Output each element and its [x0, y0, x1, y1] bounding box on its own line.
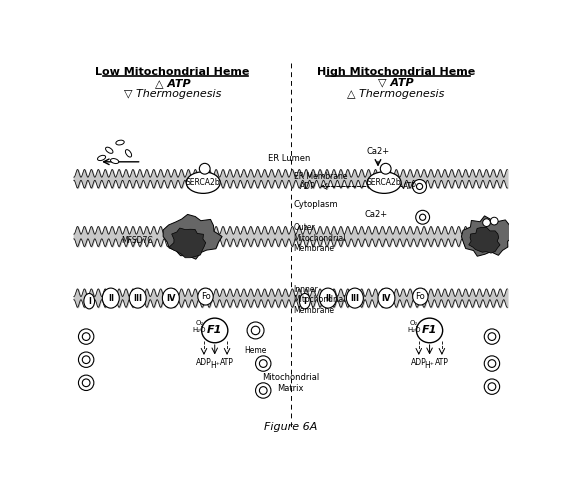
Text: ATP: ATP [220, 358, 234, 367]
Circle shape [256, 383, 271, 398]
Circle shape [413, 180, 426, 194]
Text: Outer
Mitochondrial
Membrane: Outer Mitochondrial Membrane [294, 223, 346, 253]
Ellipse shape [116, 140, 124, 145]
Text: ADP: ADP [299, 182, 315, 191]
Text: △ ATP: △ ATP [155, 78, 190, 88]
Ellipse shape [319, 288, 336, 308]
Text: ATP: ATP [435, 358, 449, 367]
Ellipse shape [111, 158, 119, 163]
Text: Ca2+: Ca2+ [365, 210, 388, 219]
Text: F1: F1 [207, 325, 222, 336]
Circle shape [488, 360, 496, 367]
Circle shape [488, 333, 496, 341]
Circle shape [259, 387, 267, 395]
Ellipse shape [98, 155, 105, 160]
Circle shape [82, 333, 90, 341]
Circle shape [484, 329, 500, 345]
Circle shape [417, 183, 422, 190]
Text: ▽ Thermogenesis: ▽ Thermogenesis [124, 89, 221, 99]
Ellipse shape [198, 288, 213, 305]
Text: I: I [303, 297, 306, 306]
Circle shape [78, 375, 94, 391]
Text: MFSD7C: MFSD7C [121, 236, 153, 245]
Ellipse shape [129, 288, 146, 308]
Text: ER Membrane: ER Membrane [294, 172, 347, 181]
Circle shape [78, 329, 94, 345]
Circle shape [484, 356, 500, 371]
Text: III: III [133, 294, 142, 302]
Text: Figure 6A: Figure 6A [264, 422, 318, 432]
Text: High Mitochondrial Heme: High Mitochondrial Heme [316, 67, 475, 77]
Circle shape [256, 356, 271, 371]
Text: Low Mitochondrial Heme: Low Mitochondrial Heme [95, 67, 249, 77]
Circle shape [251, 326, 260, 335]
Ellipse shape [202, 318, 228, 343]
Text: O₂
H₂O: O₂ H₂O [408, 320, 421, 333]
Text: Fo: Fo [416, 292, 425, 301]
Text: ADP: ADP [196, 358, 212, 367]
Polygon shape [169, 228, 206, 258]
Text: O₂
H₂O: O₂ H₂O [193, 320, 206, 333]
Text: IV: IV [166, 294, 176, 302]
Circle shape [484, 379, 500, 395]
Text: SERCA2b: SERCA2b [367, 178, 401, 187]
Circle shape [200, 163, 210, 174]
Ellipse shape [105, 147, 113, 153]
Circle shape [380, 163, 391, 174]
Text: SERCA2b: SERCA2b [186, 178, 221, 187]
Ellipse shape [125, 149, 132, 157]
Text: H⁺: H⁺ [210, 361, 219, 370]
Ellipse shape [378, 288, 395, 308]
Text: H⁺: H⁺ [425, 361, 434, 370]
Polygon shape [462, 216, 514, 256]
Text: ATP: ATP [403, 182, 417, 191]
Ellipse shape [346, 288, 363, 308]
Text: Innner
Mitochondrial
Membrane: Innner Mitochondrial Membrane [294, 285, 346, 314]
Ellipse shape [299, 294, 310, 309]
Text: IV: IV [382, 294, 391, 302]
Text: Mitochondrial
Matrix: Mitochondrial Matrix [262, 373, 319, 393]
Text: ▽ ATP: ▽ ATP [378, 78, 413, 88]
Circle shape [488, 383, 496, 391]
Text: ADP: ADP [411, 358, 426, 367]
Text: II: II [108, 294, 114, 302]
Circle shape [490, 217, 498, 225]
Text: Heme: Heme [244, 346, 266, 355]
Text: F1: F1 [422, 325, 437, 336]
Ellipse shape [186, 172, 220, 194]
Text: Fo: Fo [201, 292, 210, 301]
Circle shape [82, 356, 90, 363]
Circle shape [483, 219, 490, 227]
Ellipse shape [84, 294, 95, 309]
Text: II: II [325, 294, 331, 302]
Text: Ca2+: Ca2+ [366, 147, 390, 155]
Text: Cytoplasm: Cytoplasm [294, 200, 338, 209]
Circle shape [420, 214, 426, 220]
Ellipse shape [417, 318, 443, 343]
Circle shape [259, 360, 267, 367]
Ellipse shape [162, 288, 179, 308]
Circle shape [82, 379, 90, 387]
Polygon shape [469, 227, 500, 253]
Text: III: III [350, 294, 359, 302]
Circle shape [78, 352, 94, 367]
Ellipse shape [367, 172, 401, 194]
Polygon shape [163, 214, 222, 259]
Text: △ Thermogenesis: △ Thermogenesis [347, 89, 445, 99]
Text: ER Lumen: ER Lumen [268, 154, 310, 163]
Text: I: I [88, 297, 91, 306]
Ellipse shape [413, 288, 428, 305]
Circle shape [416, 210, 430, 224]
Circle shape [247, 322, 264, 339]
Ellipse shape [102, 288, 119, 308]
